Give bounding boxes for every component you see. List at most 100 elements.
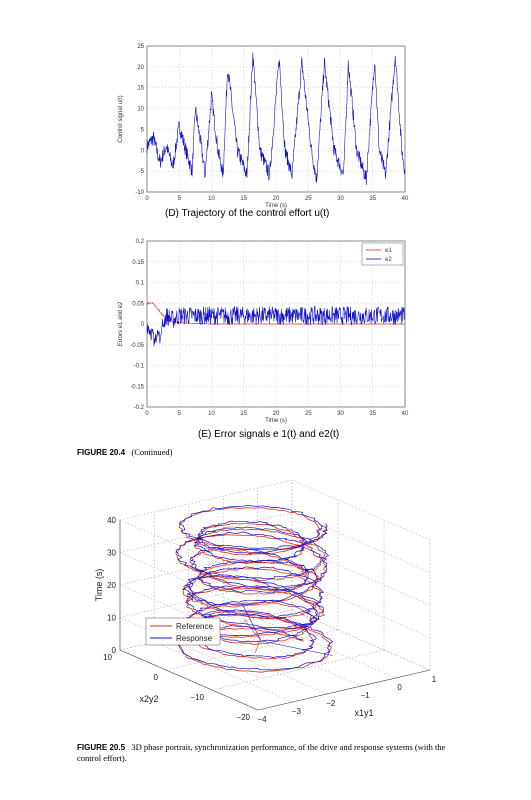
panel-d-x-tick-label: 40: [402, 196, 409, 202]
x1y1-tick-label: −4: [257, 715, 267, 724]
panel-d-y-tick-label: 10: [137, 107, 144, 113]
panel-d-y-tick-label: 0: [141, 148, 145, 154]
x1y1-axis-label: x1y1: [354, 708, 373, 718]
panel-e-x-tick-label: 25: [305, 411, 312, 417]
x2y2-tick-label: 10: [103, 653, 112, 662]
panel-d-y-tick-label: 25: [137, 44, 144, 50]
panel-e-x-tick-label: 15: [240, 411, 247, 417]
panel-e-y-tick-label: -0.05: [130, 343, 144, 349]
panel-e-y-tick-label: 0.15: [132, 260, 144, 266]
floor-gridline-x: [188, 633, 327, 695]
panel-d-x-axis-label: Time (s): [265, 203, 287, 209]
panel-e-x-tick-label: 20: [273, 411, 280, 417]
panel-d-y-axis-label: Control signal u(t): [118, 95, 124, 142]
time-tick-label: 30: [107, 549, 116, 558]
floor-gridline-x: [223, 625, 362, 687]
panel-e-x-tick-label: 30: [337, 411, 344, 417]
figure-20-4-label: FIGURE 20.4: [77, 448, 126, 457]
panel-d-y-tick-label: -5: [139, 169, 145, 175]
leftwall-gridline-z: [119, 584, 259, 646]
x1y1-tick-label: −3: [292, 707, 302, 716]
error-signals-chart: 0 5 10 15 20 25 30 35 40 -0.2 -0.15 -0.1 -0.05 0 0.05 0…: [118, 239, 409, 424]
panel-e-y-tick-label: 0: [141, 322, 145, 328]
x2y2-axis-label: x2y2: [139, 694, 158, 704]
panel-e-legend: e1 e2: [361, 242, 404, 266]
x1y1-axis-line: [257, 669, 431, 711]
x2y2-tick-label: −10: [190, 693, 204, 702]
panel-d-y-tick-label: 5: [141, 127, 145, 133]
control-signal-line: [146, 52, 406, 185]
figure-20-4-text: (Continued): [131, 447, 173, 457]
panel-d-x-tick-label: 25: [305, 196, 312, 202]
reference-transient: [243, 618, 261, 653]
panel-e-y-tick-label: 0.1: [136, 281, 145, 287]
panel-e-x-tick-label: 5: [178, 411, 182, 417]
panel-e-y-tick-label: -0.15: [130, 384, 144, 390]
phase-portrait-3d-chart: −4−3−2−101−20−10010010203040x1y1x2y2Time…: [94, 479, 437, 724]
figure-20-5-caption: FIGURE 20.5 3D phase portrait, synchroni…: [77, 742, 457, 764]
figure-20-5-text: 3D phase portrait, synchronization perfo…: [77, 742, 446, 763]
sidewall-gridline-z: [291, 577, 431, 638]
panel-d-x-tick-label: 30: [337, 196, 344, 202]
panel-e-y-tick-label: 0.2: [136, 239, 145, 245]
panel-e-y-tick-label: 0.05: [132, 301, 144, 307]
panel-d-x-tick-label: 5: [178, 196, 182, 202]
panel-d-x-tick-label: 35: [369, 196, 376, 202]
panel-e-y-tick-label: -0.2: [134, 405, 145, 411]
panel-d-y-tick-label: 20: [137, 65, 144, 71]
x1y1-tick-label: 0: [397, 683, 402, 692]
sidewall-gridline-z: [291, 479, 431, 541]
panel-d-x-tick-label: 10: [208, 196, 215, 202]
e2-line: [146, 305, 405, 347]
floor-gridline-y: [211, 649, 385, 691]
panel-e-x-tick-label: 0: [145, 411, 149, 417]
x1y1-tick-label: −1: [361, 691, 371, 700]
time-tick-label: 40: [107, 516, 116, 525]
backwall-gridline-z: [119, 479, 293, 521]
panel-d-y-tick-label: 15: [137, 86, 144, 92]
response-transient: [241, 602, 333, 656]
panel-d-caption: (D) Trajectory of the control effort u(t…: [165, 208, 330, 219]
time-tick-label: 0: [112, 646, 117, 655]
time-axis-label: Time (s): [94, 569, 104, 602]
floor-gridline-x: [257, 617, 396, 679]
time-tick-label: 10: [107, 614, 116, 623]
x1y1-tick-label: 1: [432, 675, 437, 684]
panel-d-x-tick-label: 0: [145, 196, 149, 202]
reference-trajectory: [175, 507, 332, 673]
panel-e-legend-box: [361, 242, 404, 266]
panel-e-caption: (E) Error signals e 1(t) and e2(t): [198, 429, 340, 440]
time-tick-label: 20: [107, 581, 116, 590]
response-trajectory: [175, 504, 334, 671]
panel-d-y-tick-label: -10: [135, 190, 144, 196]
phase-portrait-legend-box: [145, 617, 221, 646]
x1y1-tick-label: −2: [326, 699, 336, 708]
panel-e-x-tick-label: 10: [208, 411, 215, 417]
panel-e-x-tick-label: 40: [402, 411, 409, 417]
legend-response-label: Response: [176, 634, 213, 643]
panel-e-y-axis-label: Errors e1 and e2: [118, 301, 124, 346]
panel-d-x-tick-label: 20: [273, 196, 280, 202]
floor-gridline-y: [165, 629, 339, 671]
x2y2-axis-line: [119, 649, 259, 711]
panel-e-x-tick-label: 35: [369, 411, 376, 417]
figure-20-5-label: FIGURE 20.5: [77, 743, 126, 752]
panel-e-x-axis-label: Time (s): [265, 418, 287, 424]
panel-d-axes-frame: [146, 45, 406, 193]
backwall-gridline-z: [119, 577, 293, 618]
legend-e1-label: e1: [385, 248, 392, 254]
control-effort-chart: 0 5 10 15 20 25 30 35 40 -10 -5 0 5 10 15 20 25 Time (s) C…: [118, 44, 409, 209]
panel-e-y-tick-label: -0.1: [134, 364, 145, 370]
sidewall-gridline-z: [291, 512, 431, 573]
phase-portrait-legend: Reference Response: [145, 617, 221, 646]
leftwall-gridline-z: [119, 552, 259, 613]
figure-20-4-caption: FIGURE 20.4 (Continued): [77, 447, 172, 458]
legend-reference-label: Reference: [176, 622, 213, 631]
backwall-gridline-z: [119, 544, 293, 586]
floor-gridline-x: [154, 641, 293, 703]
legend-e2-label: e2: [385, 257, 392, 263]
panel-e-axes-frame: [146, 240, 406, 408]
sidewall-gridline-z: [291, 609, 431, 671]
x2y2-tick-label: −20: [236, 713, 250, 722]
panel-d-x-tick-label: 15: [240, 196, 247, 202]
